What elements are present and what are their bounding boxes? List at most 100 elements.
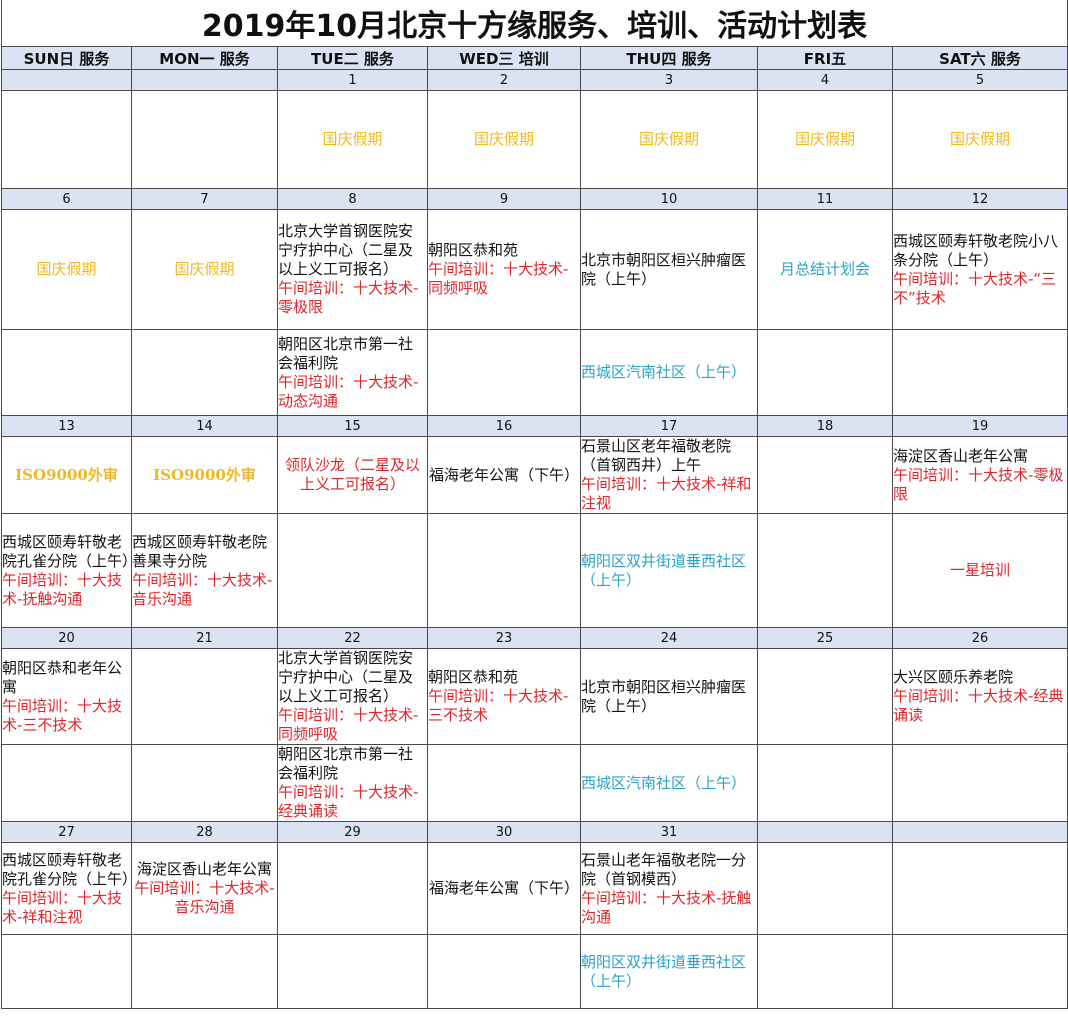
training-text: 领队沙龙（二星及以上义工可报名） xyxy=(284,456,420,493)
training-text: 午间培训：十大技术-三不技术 xyxy=(428,687,569,724)
event-text: 西城区颐寿轩敬老院善果寺分院 xyxy=(132,532,268,570)
date-number: 31 xyxy=(580,821,758,843)
training-text: 午间培训：十大技术-音乐沟通 xyxy=(132,570,273,608)
day-cell xyxy=(131,744,278,822)
event-text: 西城区汽南社区（上午） xyxy=(581,773,747,792)
training-text: 午间培训：十大技术-同频呼吸 xyxy=(278,706,419,743)
day-cell: 国庆假期 xyxy=(757,90,893,189)
day-cell: 朝阳区恭和老年公寓 午间培训：十大技术-三不技术 xyxy=(1,648,132,745)
day-cell xyxy=(131,934,278,1009)
day-cell: ISO9000外审 xyxy=(1,436,132,514)
day-cell xyxy=(427,744,581,822)
date-number xyxy=(757,821,893,843)
training-text: 午间培训：十大技术-祥和注视 xyxy=(581,475,752,512)
day-cell: ISO9000外审 xyxy=(131,436,278,514)
date-number: 12 xyxy=(891,188,1068,210)
day-cell: 一星培训 xyxy=(891,513,1068,628)
date-number xyxy=(131,69,278,91)
training-text: 午间培训：十大技术-抚触沟通 xyxy=(581,888,752,926)
date-number: 15 xyxy=(277,415,428,437)
event-text: 石景山老年福敬老院一分院（首钢模西） xyxy=(581,850,747,888)
week-events-row: 国庆假期 国庆假期 国庆假期 国庆假期 国庆假期 xyxy=(1,90,1068,189)
day-cell xyxy=(131,648,278,745)
day-cell xyxy=(427,329,581,416)
day-cell: 国庆假期 xyxy=(891,90,1068,189)
day-cell xyxy=(757,648,893,745)
date-number: 24 xyxy=(580,627,758,649)
date-number: 30 xyxy=(427,821,581,843)
day-cell xyxy=(1,90,132,189)
event-text: 北京大学首钢医院安宁疗护中心（二星及以上义工可报名） xyxy=(278,222,414,278)
event-text: 朝阳区双井街道垂西社区（上午） xyxy=(581,952,747,990)
event-text: 石景山区老年福敬老院（首钢西井）上午 xyxy=(581,437,732,475)
day-cell: 石景山区老年福敬老院（首钢西井）上午 午间培训：十大技术-祥和注视 xyxy=(580,436,758,514)
date-number: 1 xyxy=(277,69,428,91)
event-text: 月总结计划会 xyxy=(779,260,870,278)
training-text: 午间培训：十大技术-三不技术 xyxy=(2,696,123,734)
day-cell: 大兴区颐乐养老院 午间培训：十大技术-经典诵读 xyxy=(891,648,1068,745)
week-events-row-secondary: 西城区颐寿轩敬老院孔雀分院（上午） 午间培训：十大技术-抚触沟通 西城区颐寿轩敬老院… xyxy=(1,513,1068,628)
date-number: 16 xyxy=(427,415,581,437)
page-title: 2019年10月北京十方缘服务、培训、活动计划表 xyxy=(0,0,1068,47)
day-cell: 西城区汽南社区（上午） xyxy=(580,744,758,822)
day-cell xyxy=(757,842,893,935)
event-text: 朝阳区北京市第一社会福利院 xyxy=(278,745,414,783)
date-number: 10 xyxy=(580,188,758,210)
date-number: 22 xyxy=(277,627,428,649)
event-text: 西城区颐寿轩敬老院小八条分院（上午） xyxy=(893,231,1059,269)
day-cell: 福海老年公寓（下午） xyxy=(427,842,581,935)
day-cell: 朝阳区双井街道垂西社区（上午） xyxy=(580,513,758,628)
week-date-row: 6 7 8 9 10 11 12 xyxy=(1,188,1068,210)
day-cell: 国庆假期 xyxy=(1,209,132,330)
day-cell: 领队沙龙（二星及以上义工可报名） xyxy=(277,436,428,514)
day-cell: 朝阳区北京市第一社会福利院 午间培训：十大技术-经典诵读 xyxy=(277,744,428,822)
date-number: 3 xyxy=(580,69,758,91)
date-number: 27 xyxy=(1,821,132,843)
day-cell: 北京市朝阳区桓兴肿瘤医院（上午） xyxy=(580,209,758,330)
day-cell xyxy=(757,934,893,1009)
weekday-header: SUN日 服务 xyxy=(1,46,132,70)
event-text: 国庆假期 xyxy=(36,260,97,278)
event-text: ISO9000外审 xyxy=(153,465,256,484)
week-events-row-secondary: 朝阳区北京市第一社会福利院 午间培训：十大技术-动态沟通 西城区汽南社区（上午） xyxy=(1,329,1068,416)
date-number xyxy=(1,69,132,91)
date-number: 28 xyxy=(131,821,278,843)
day-cell xyxy=(757,436,893,514)
day-cell: 北京大学首钢医院安宁疗护中心（二星及以上义工可报名） 午间培训：十大技术-零极限 xyxy=(277,209,428,330)
day-cell: 石景山老年福敬老院一分院（首钢模西） 午间培训：十大技术-抚触沟通 xyxy=(580,842,758,935)
day-cell: 海淀区香山老年公寓 午间培训：十大技术-零极限 xyxy=(891,436,1068,514)
day-cell xyxy=(757,513,893,628)
date-number: 23 xyxy=(427,627,581,649)
event-text: 朝阳区恭和老年公寓 xyxy=(2,658,123,696)
training-text: 一星培训 xyxy=(950,561,1011,579)
day-cell xyxy=(131,329,278,416)
date-number: 14 xyxy=(131,415,278,437)
event-text: 国庆假期 xyxy=(174,260,235,278)
event-text: 朝阳区恭和苑 xyxy=(428,668,519,686)
week-events-row-secondary: 朝阳区双井街道垂西社区（上午） xyxy=(1,934,1068,1009)
weekday-header-row: SUN日 服务 MON一 服务 TUE二 服务 WED三 培训 THU四 服务 FRI五 S… xyxy=(1,46,1068,70)
training-text: 午间培训：十大技术-零极限 xyxy=(278,279,419,316)
training-text: 午间培训：十大技术-抚触沟通 xyxy=(2,570,123,608)
event-text: 北京市朝阳区桓兴肿瘤医院（上午） xyxy=(581,677,747,715)
calendar-body: 1 2 3 4 5 国庆假期 国庆假期 国庆假期 国庆假期 国庆假期 6 7 8 9 10 11 12 国庆假期国… xyxy=(1,69,1068,1009)
day-cell xyxy=(1,329,132,416)
day-cell: 国庆假期 xyxy=(580,90,758,189)
week-events-row: ISO9000外审 ISO9000外审 领队沙龙（二星及以上义工可报名） 福海老年公寓… xyxy=(1,436,1068,514)
date-number: 6 xyxy=(1,188,132,210)
week-date-row: 27 28 29 30 31 xyxy=(1,821,1068,843)
week-events-row-secondary: 朝阳区北京市第一社会福利院 午间培训：十大技术-经典诵读 西城区汽南社区（上午） xyxy=(1,744,1068,822)
event-text: 大兴区颐乐养老院 xyxy=(893,668,1014,686)
event-text: 国庆假期 xyxy=(794,130,855,148)
date-number: 26 xyxy=(891,627,1068,649)
event-text: 西城区颐寿轩敬老院孔雀分院（上午） xyxy=(2,532,132,570)
event-text: 海淀区香山老年公寓 xyxy=(893,446,1029,465)
training-text: 午间培训：十大技术-祥和注视 xyxy=(2,888,123,926)
event-text: 北京大学首钢医院安宁疗护中心（二星及以上义工可报名） xyxy=(278,649,414,706)
day-cell: 西城区汽南社区（上午） xyxy=(580,329,758,416)
day-cell: 海淀区香山老年公寓 午间培训：十大技术-音乐沟通 xyxy=(131,842,278,935)
date-number: 21 xyxy=(131,627,278,649)
event-text: 西城区汽南社区（上午） xyxy=(581,363,747,381)
date-number xyxy=(891,821,1068,843)
day-cell: 西城区颐寿轩敬老院孔雀分院（上午） 午间培训：十大技术-祥和注视 xyxy=(1,842,132,935)
